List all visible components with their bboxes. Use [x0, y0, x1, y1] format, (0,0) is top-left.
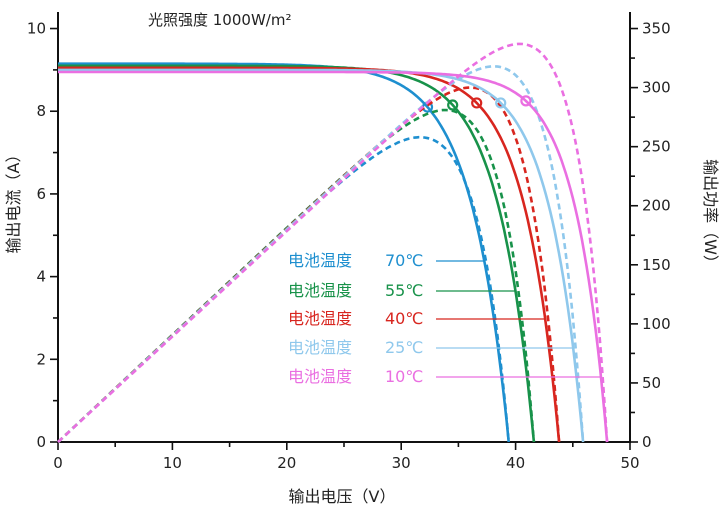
iv-curve-0: [58, 62, 510, 443]
curves: [57, 42, 609, 443]
y-left-tick-label: 2: [36, 350, 46, 368]
pv-curve-4: [57, 42, 609, 443]
y-right-tick-label: 250: [642, 138, 671, 156]
y-right-tick-label: 350: [642, 20, 671, 38]
legend-label-2: 电池温度: [288, 309, 352, 328]
x-axis-title: 输出电压（V）: [289, 487, 396, 506]
legend-label-1: 电池温度: [288, 281, 352, 300]
x-tick-label: 0: [53, 454, 63, 472]
iv-curve-2: [58, 66, 561, 443]
x-tick-label: 10: [163, 454, 182, 472]
pv-curve-0: [57, 135, 510, 443]
iv-curve-1: [58, 64, 536, 443]
iv-curve-3: [58, 68, 585, 443]
mpp-marker-1: [447, 99, 459, 111]
mpp-marker-2: [471, 97, 483, 109]
mpp-marker-3: [495, 97, 507, 109]
y-right-tick-label: 50: [642, 374, 661, 392]
x-tick-label: 50: [620, 454, 639, 472]
legend: 电池温度 70℃ 电池温度 55℃ 电池温度 40℃ 电池温度 25℃ 电池温度 10℃: [288, 251, 601, 386]
x-tick-label: 40: [506, 454, 525, 472]
y-right-tick-label: 200: [642, 197, 671, 215]
legend-label-3: 电池温度: [288, 338, 352, 357]
pv-curve-3: [57, 64, 585, 443]
legend-temp-0: 70℃: [385, 251, 423, 270]
y-axis-left-title: 输出电流（A）: [4, 147, 23, 254]
iv-curve-4: [58, 70, 609, 443]
x-tick-label: 20: [277, 454, 296, 472]
legend-label-4: 电池温度: [288, 367, 352, 386]
y-right-tick-label: 100: [642, 315, 671, 333]
legend-temp-3: 25℃: [385, 338, 423, 357]
legend-temp-2: 40℃: [385, 309, 423, 328]
legend-temp-1: 55℃: [385, 281, 423, 300]
y-left-tick-label: 0: [36, 433, 46, 451]
pv-curve-1: [57, 108, 536, 443]
mpp-marker-4: [520, 95, 532, 107]
y-left-tick-label: 6: [36, 185, 46, 203]
y-right-tick-label: 0: [642, 433, 652, 451]
y-left-tick-label: 4: [36, 268, 46, 286]
y-right-tick-label: 150: [642, 256, 671, 274]
y-axis-right-title: 输出功率（W）: [701, 159, 720, 271]
y-right-tick-label: 300: [642, 79, 671, 97]
y-left-tick-label: 8: [36, 102, 46, 120]
chart-title: 光照强度 1000W/m²: [148, 11, 291, 29]
legend-label-0: 电池温度: [288, 251, 352, 270]
legend-temp-4: 10℃: [385, 367, 423, 386]
x-tick-label: 30: [392, 454, 411, 472]
y-left-tick-label: 10: [27, 20, 46, 38]
